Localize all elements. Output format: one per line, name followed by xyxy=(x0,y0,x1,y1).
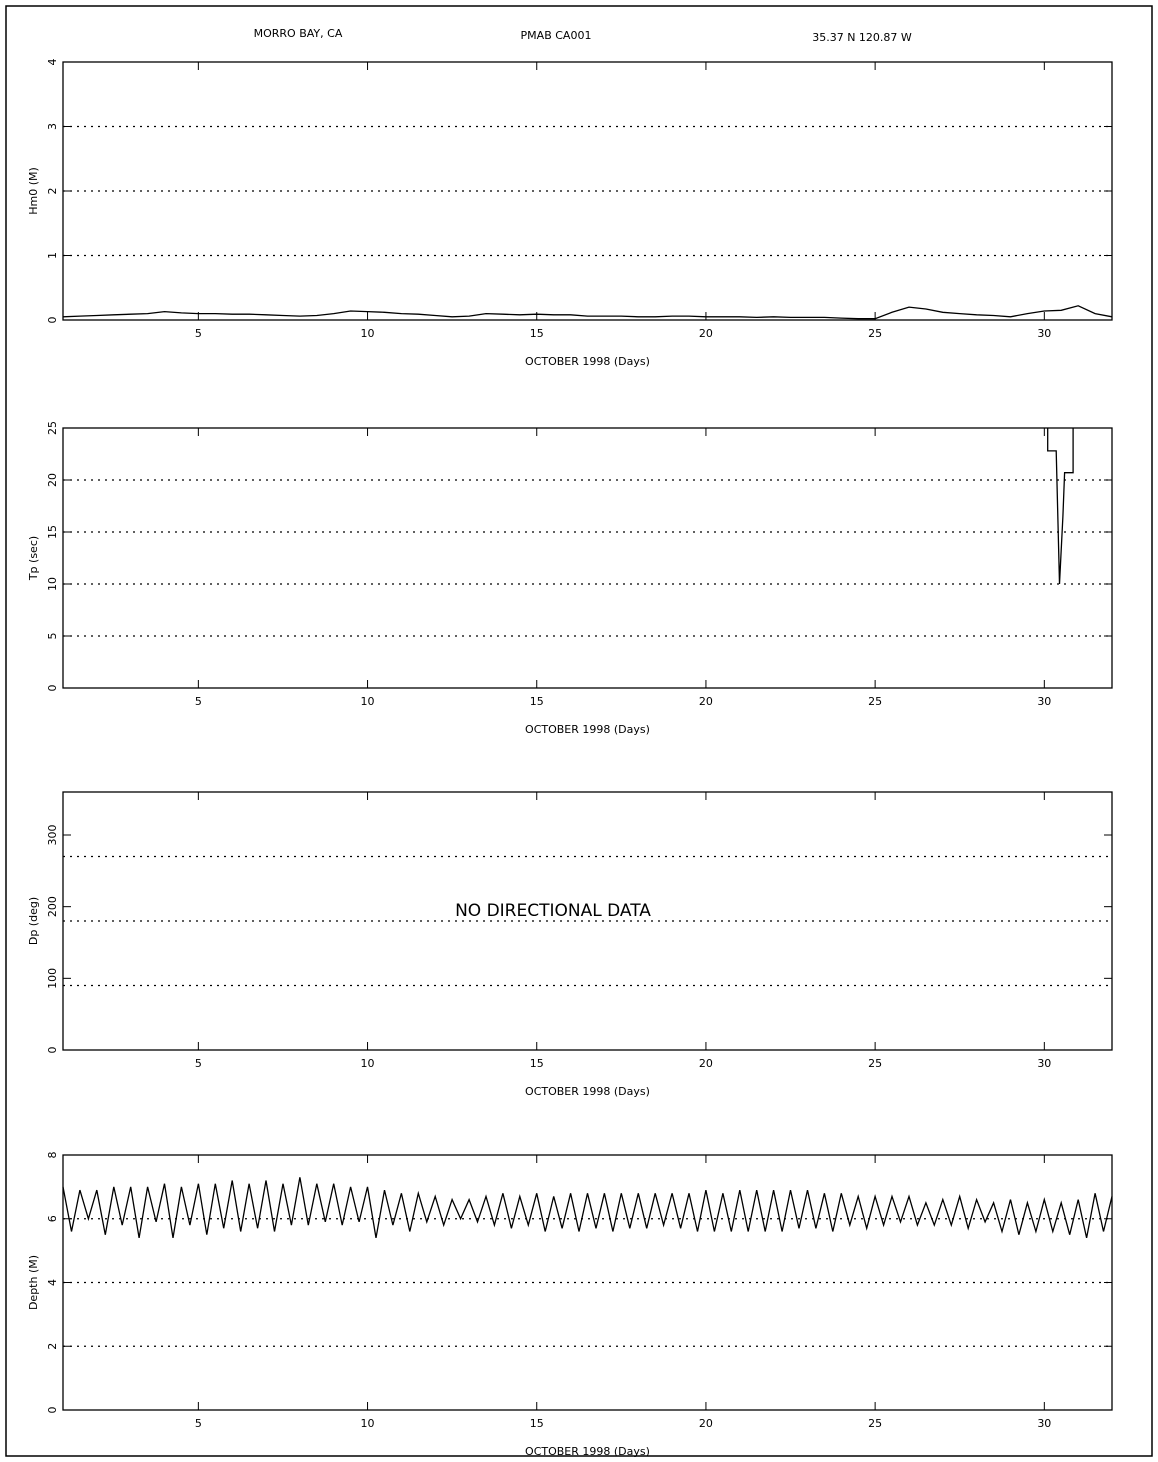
x-axis-label: OCTOBER 1998 (Days) xyxy=(525,1445,650,1458)
y-axis-label: Hm0 (M) xyxy=(27,167,40,215)
y-tick-label: 1 xyxy=(46,252,59,259)
x-tick-label: 20 xyxy=(699,1057,713,1070)
y-tick-label: 10 xyxy=(46,577,59,591)
x-tick-label: 10 xyxy=(361,695,375,708)
y-tick-label: 6 xyxy=(46,1215,59,1222)
station-location: 35.37 N 120.87 W xyxy=(812,31,912,44)
y-tick-label: 4 xyxy=(46,1279,59,1286)
annotation: NO DIRECTIONAL DATA xyxy=(455,901,651,921)
plot-frame xyxy=(62,427,1113,689)
y-tick-label: 5 xyxy=(46,633,59,640)
x-tick-label: 15 xyxy=(530,695,544,708)
y-tick-label: 0 xyxy=(46,1047,59,1054)
plot-frame xyxy=(62,791,1113,1051)
x-tick-label: 15 xyxy=(530,1417,544,1430)
y-tick-label: 0 xyxy=(46,685,59,692)
x-tick-label: 5 xyxy=(195,695,202,708)
y-tick-label: 2 xyxy=(46,188,59,195)
plot-frame xyxy=(62,61,1113,321)
y-tick-label: 200 xyxy=(46,896,59,917)
x-tick-label: 20 xyxy=(699,327,713,340)
x-tick-label: 10 xyxy=(361,327,375,340)
y-tick-label: 8 xyxy=(46,1152,59,1159)
x-tick-label: 25 xyxy=(868,327,882,340)
y-tick-label: 20 xyxy=(46,473,59,487)
x-tick-label: 25 xyxy=(868,1057,882,1070)
y-tick-label: 0 xyxy=(46,317,59,324)
x-tick-label: 5 xyxy=(195,1057,202,1070)
y-axis-label: Dp (deg) xyxy=(27,897,40,945)
y-axis-label: Depth (M) xyxy=(27,1255,40,1310)
x-tick-label: 5 xyxy=(195,1417,202,1430)
y-tick-label: 2 xyxy=(46,1343,59,1350)
x-tick-label: 5 xyxy=(195,327,202,340)
data-line xyxy=(62,1177,1113,1239)
x-tick-label: 20 xyxy=(699,695,713,708)
x-tick-label: 20 xyxy=(699,1417,713,1430)
y-tick-label: 300 xyxy=(46,825,59,846)
x-tick-label: 10 xyxy=(361,1417,375,1430)
y-tick-label: 25 xyxy=(46,421,59,435)
y-tick-label: 4 xyxy=(46,59,59,66)
x-tick-label: 30 xyxy=(1037,1417,1051,1430)
x-tick-label: 25 xyxy=(868,1417,882,1430)
x-tick-label: 15 xyxy=(530,327,544,340)
station-name: MORRO BAY, CA xyxy=(254,27,343,40)
x-tick-label: 30 xyxy=(1037,695,1051,708)
y-tick-label: 3 xyxy=(46,123,59,130)
x-tick-label: 30 xyxy=(1037,327,1051,340)
y-tick-label: 15 xyxy=(46,525,59,539)
x-axis-label: OCTOBER 1998 (Days) xyxy=(525,1085,650,1098)
x-tick-label: 25 xyxy=(868,695,882,708)
station-code: PMAB CA001 xyxy=(521,29,592,42)
x-tick-label: 10 xyxy=(361,1057,375,1070)
x-tick-label: 15 xyxy=(530,1057,544,1070)
y-tick-label: 100 xyxy=(46,968,59,989)
x-tick-label: 30 xyxy=(1037,1057,1051,1070)
page-frame xyxy=(5,5,1153,1457)
y-tick-label: 0 xyxy=(46,1407,59,1414)
data-line xyxy=(62,305,1113,320)
data-line xyxy=(1047,428,1074,585)
x-axis-label: OCTOBER 1998 (Days) xyxy=(525,723,650,736)
x-axis-label: OCTOBER 1998 (Days) xyxy=(525,355,650,368)
y-axis-label: Tp (sec) xyxy=(27,536,40,581)
